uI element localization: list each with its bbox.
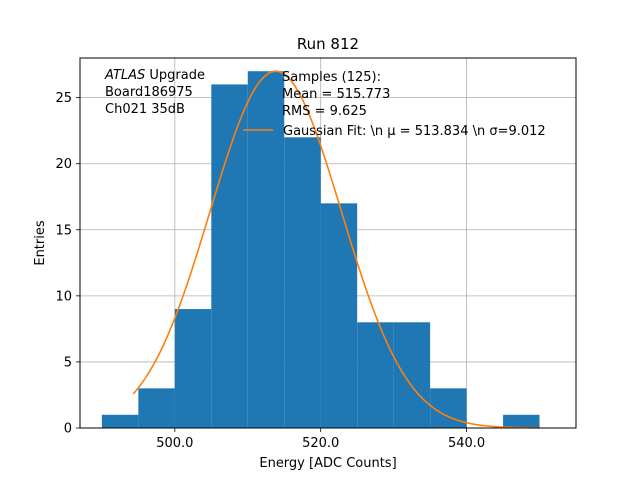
histogram-bar-3 [211, 84, 248, 428]
histogram-bar-7 [357, 322, 394, 428]
annotation-line-1: Board186975 [105, 85, 193, 100]
chart-title: Run 812 [297, 35, 359, 53]
histogram-bar-0 [101, 414, 139, 428]
gaussian-fit [132, 70, 540, 429]
histogram-bar-2 [174, 309, 212, 428]
x-axis-label: Energy [ADC Counts] [259, 456, 396, 471]
histogram-bar-6 [320, 203, 358, 428]
histogram-bar-4 [247, 71, 285, 428]
histogram-bar-11 [503, 414, 540, 428]
y-tick-label-1: 5 [64, 355, 72, 370]
legend-fit-label: Gaussian Fit: \n μ = 513.834 \n σ=9.012 [283, 124, 546, 139]
y-tick-label-4: 20 [55, 157, 72, 172]
y-tick-label-0: 0 [64, 422, 72, 437]
annotation-line-2: Ch021 35dB [105, 102, 185, 117]
histogram-bar-5 [284, 137, 321, 429]
x-tick-label-0: 500.0 [156, 436, 193, 451]
legend: Samples (125): Mean = 515.773 RMS = 9.62… [243, 70, 546, 139]
legend-samples-line-2: RMS = 9.625 [282, 104, 367, 119]
x-tick-label-2: 540.0 [448, 436, 485, 451]
atlas-annotation: ATLAS Upgrade Board186975 Ch021 35dB [104, 68, 205, 117]
histogram-bar-8 [393, 322, 431, 428]
legend-samples-line-0: Samples (125): [282, 70, 381, 85]
histogram-bar-1 [138, 388, 175, 428]
plot-frame [79, 57, 577, 429]
y-tick-label-3: 15 [55, 223, 72, 238]
gaussian-fit-curve [132, 70, 540, 429]
y-axis-ticks: 0 5 10 15 20 25 [55, 91, 80, 437]
legend-samples-line-1: Mean = 515.773 [282, 87, 390, 102]
x-axis-ticks: 500.0 520.0 540.0 [156, 428, 485, 451]
y-axis-label: Entries [33, 220, 48, 266]
x-tick-label-1: 520.0 [302, 436, 339, 451]
annotation-line-0: ATLAS Upgrade [104, 68, 205, 83]
y-tick-label-2: 10 [55, 289, 72, 304]
y-tick-label-5: 25 [55, 91, 72, 106]
